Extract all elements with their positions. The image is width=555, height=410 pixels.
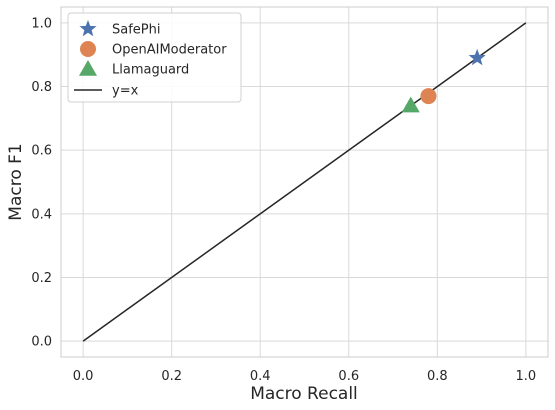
y-axis-label: Macro F1 <box>6 143 26 220</box>
legend-label-openaimoderator: OpenAIModerator <box>112 43 227 58</box>
x-tick-label: 0.6 <box>338 369 359 384</box>
legend-box <box>67 12 242 103</box>
y-tick-label: 1.0 <box>31 16 52 31</box>
legend-label-reference-line: y=x <box>112 84 139 99</box>
legend-marker-llamaguard <box>79 60 97 76</box>
data-point-safephi <box>468 48 486 66</box>
y-tick-label: 0.6 <box>31 144 52 159</box>
legend: SafePhi OpenAIModerator Llamaguard y=x <box>67 12 242 103</box>
legend-label-safephi: SafePhi <box>112 23 160 38</box>
y-tick-label: 0.0 <box>31 335 52 350</box>
ticks: 0.0 0.2 0.4 0.6 0.8 1.0 0.0 0.2 0.4 0.6 0.8 1.0 <box>31 16 536 384</box>
x-tick-label: 1.0 <box>516 369 537 384</box>
plot-area <box>82 22 527 342</box>
y-tick-label: 0.8 <box>31 80 52 95</box>
data-point-openaimoderator <box>420 88 437 105</box>
x-tick-label: 0.0 <box>73 369 94 384</box>
data-point-llamaguard <box>401 96 420 113</box>
y-tick-label: 0.2 <box>31 271 52 286</box>
legend-marker-openaimoderator <box>80 41 96 57</box>
legend-marker-safephi <box>79 20 97 37</box>
plot-frame <box>60 6 549 358</box>
y-tick-label: 0.4 <box>31 207 52 222</box>
x-tick-label: 0.2 <box>161 369 182 384</box>
x-tick-label: 0.8 <box>427 369 448 384</box>
reference-line-y-equals-x <box>82 22 527 342</box>
x-axis-label: Macro Recall <box>250 384 358 404</box>
x-tick-label: 0.4 <box>250 369 271 384</box>
legend-label-llamaguard: Llamaguard <box>112 63 189 78</box>
